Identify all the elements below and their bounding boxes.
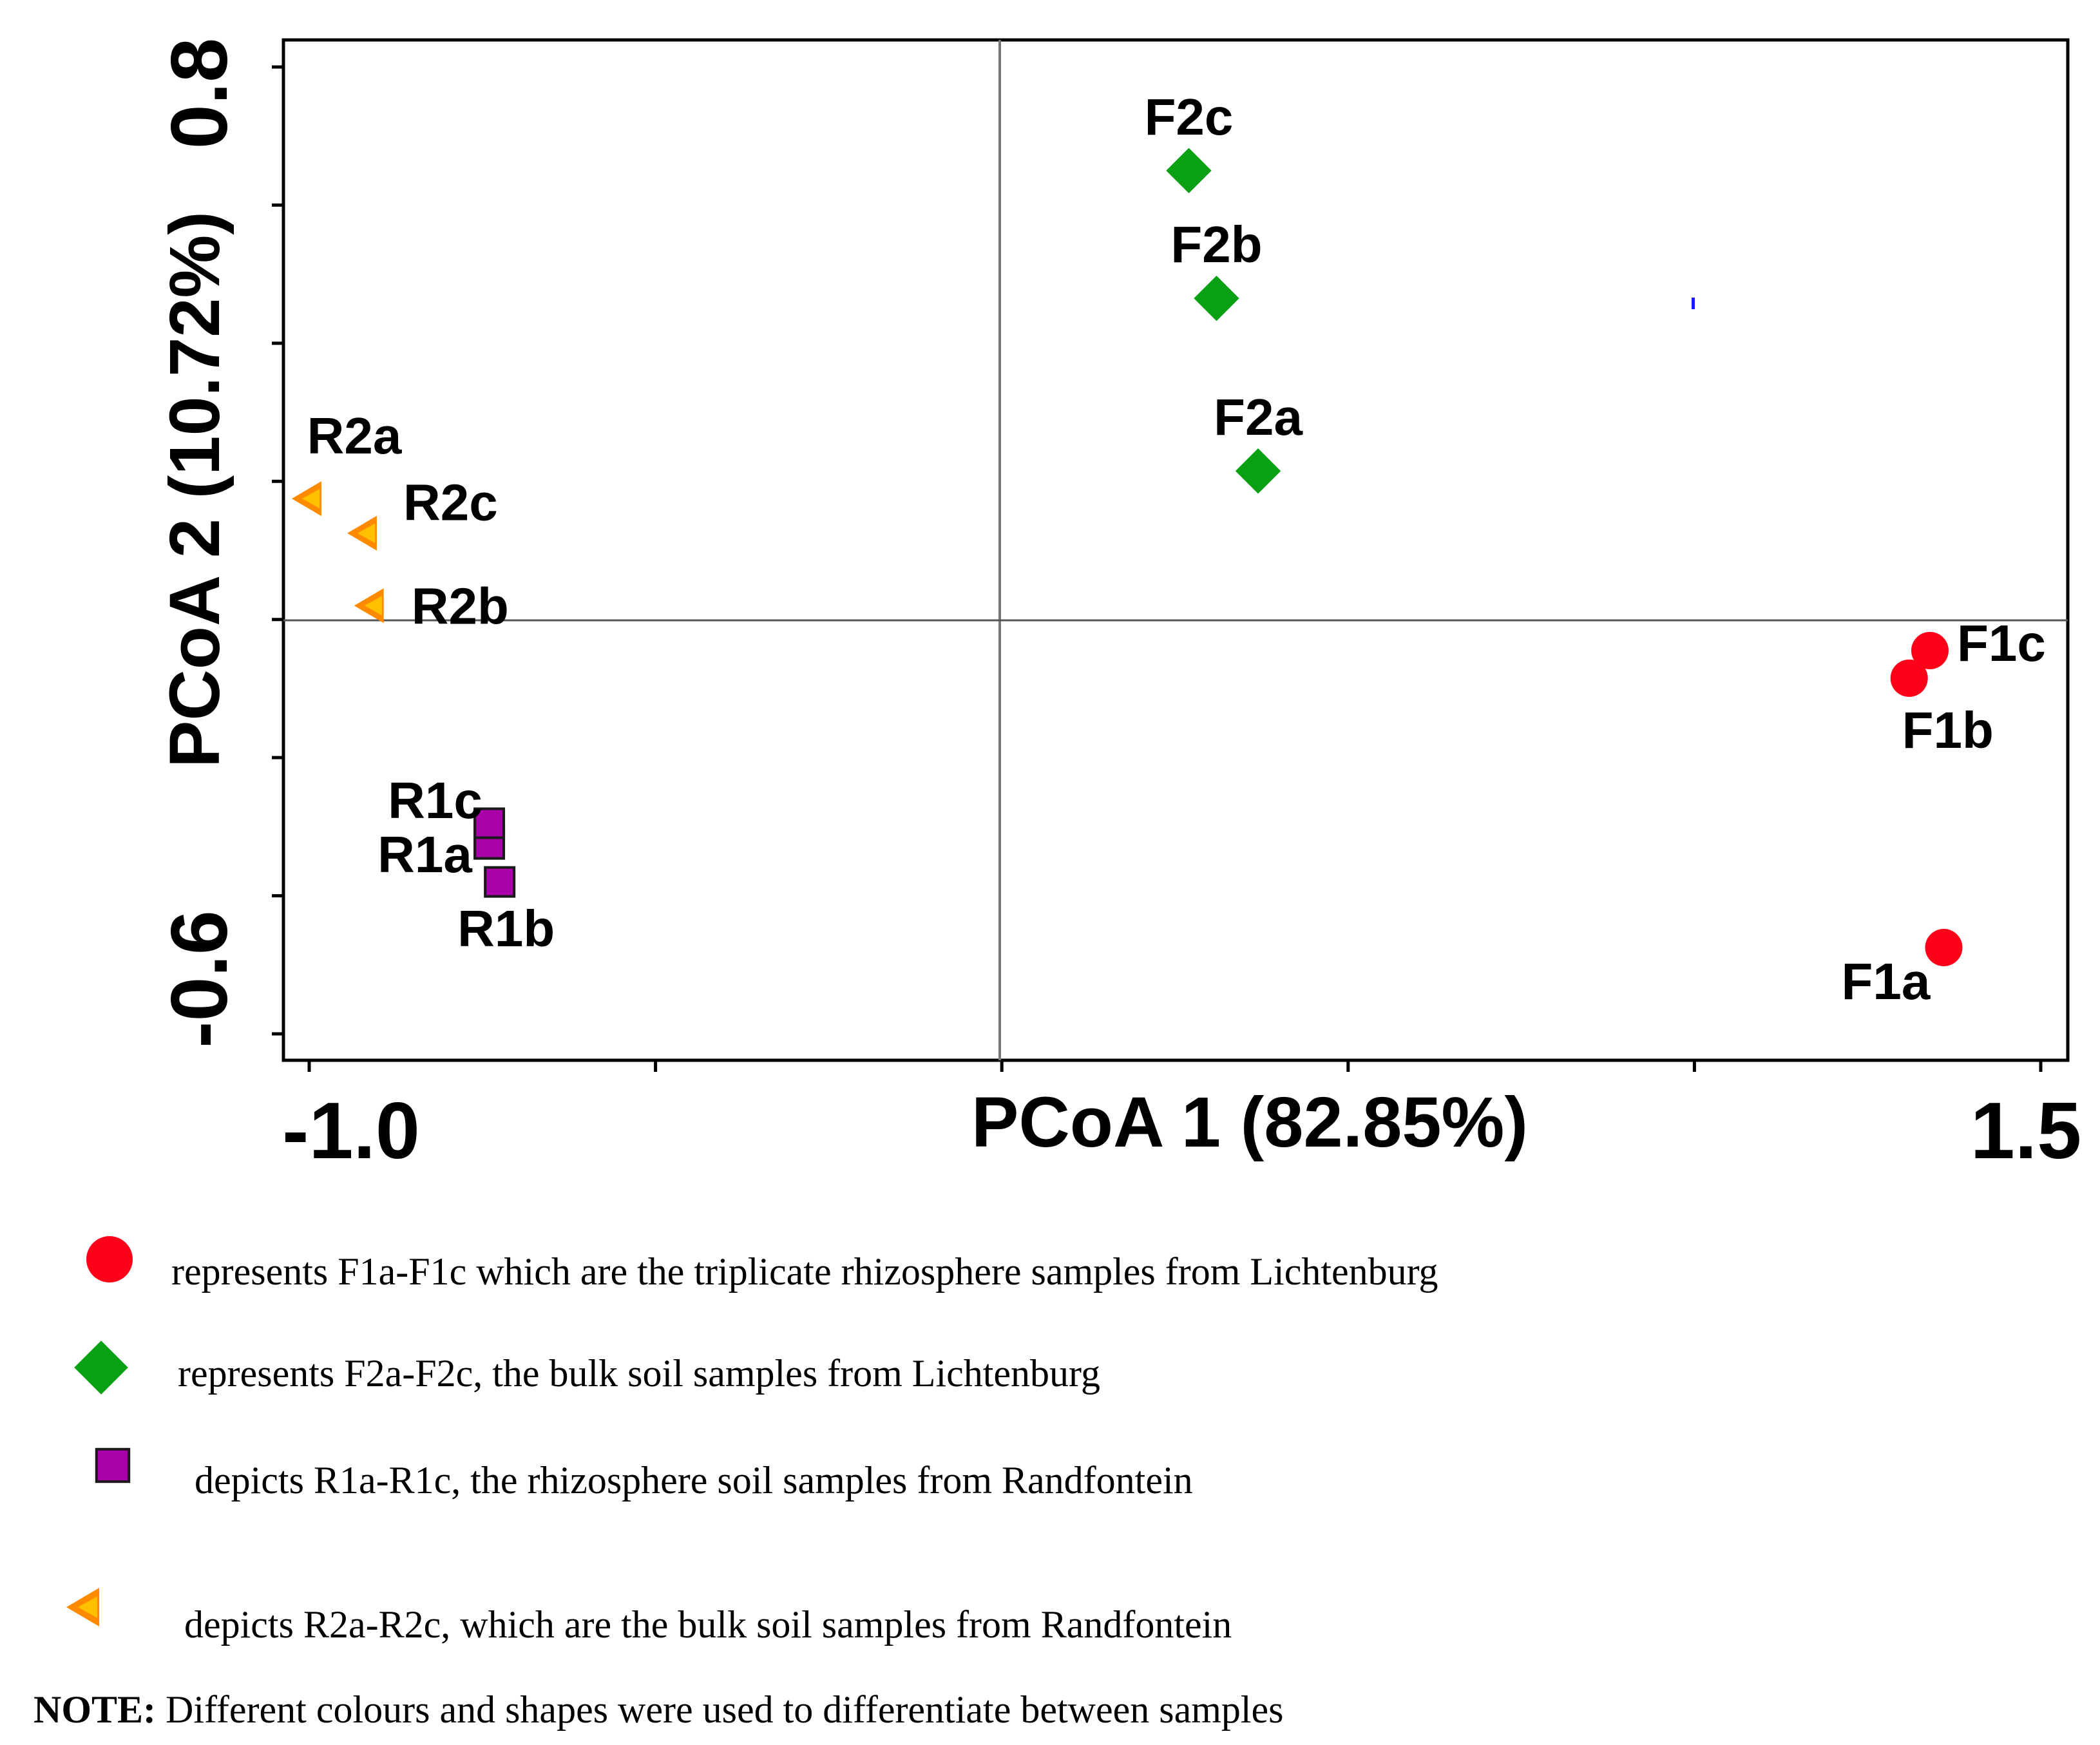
label-r2b: R2b	[412, 577, 509, 634]
label-r1b: R1b	[457, 900, 555, 957]
label-f1a: F1a	[1842, 953, 1931, 1010]
point-f1b	[1890, 659, 1928, 697]
point-r1c	[473, 807, 506, 839]
point-f2a	[1235, 448, 1281, 494]
legend-marker-triangle-left-inner	[78, 1596, 97, 1618]
legend-diamond-icon	[72, 1339, 130, 1400]
pcoa-scatter-chart: -1.0 1.5 0.8 -0.6 PCoA 1 (82.85%) PCoA 2…	[155, 38, 2081, 1176]
legend-square-icon	[84, 1436, 142, 1498]
legend-marker-diamond	[74, 1340, 128, 1395]
point-r2b-inner	[364, 596, 382, 616]
plot-frame	[282, 38, 2070, 1062]
point-f2c	[1166, 148, 1212, 194]
point-f2b	[1194, 275, 1239, 321]
legend-marker-svg	[95, 1447, 131, 1483]
label-f1c: F1c	[1957, 615, 2046, 672]
point-f1a	[1925, 928, 1963, 966]
label-r2a: R2a	[307, 407, 402, 464]
y-axis-title: PCoA 2 (10.72%)	[155, 211, 234, 768]
label-f2b: F2b	[1170, 216, 1262, 273]
legend-triangle-left-icon	[57, 1578, 115, 1639]
point-f1c	[1911, 631, 1949, 669]
label-r1c: R1c	[388, 772, 482, 829]
note-label: NOTE:	[33, 1688, 157, 1731]
legend-item-f1: represents F1a-F1c which are the triplic…	[171, 1250, 1438, 1293]
stray-mark	[1692, 298, 1695, 309]
legend-item-f2: represents F2a-F2c, the bulk soil sample…	[178, 1352, 1100, 1395]
legend-marker-svg	[66, 1588, 99, 1626]
label-r2c: R2c	[403, 474, 498, 531]
legend-item-r1: depicts R1a-R1c, the rhizosphere soil sa…	[195, 1459, 1193, 1502]
legend-marker-square	[95, 1447, 131, 1483]
y-tick-label-min: -0.6	[155, 910, 244, 1048]
legend-marker-svg	[86, 1236, 133, 1283]
legend: represents F1a-F1c which are the triplic…	[0, 1198, 2100, 1745]
legend-marker-svg	[74, 1340, 128, 1395]
data-points	[292, 148, 1963, 966]
legend-circle-icon	[81, 1230, 138, 1292]
label-r1a: R1a	[377, 826, 472, 883]
legend-marker-circle	[86, 1236, 133, 1283]
label-f2a: F2a	[1214, 388, 1303, 446]
legend-note: NOTE: Different colours and shapes were …	[33, 1688, 1284, 1732]
label-f1b: F1b	[1902, 701, 1994, 759]
x-axis-title: PCoA 1 (82.85%)	[971, 1083, 1528, 1162]
legend-item-r2: depicts R2a-R2c, which are the bulk soil…	[184, 1603, 1232, 1646]
x-tick-label-min: -1.0	[282, 1087, 420, 1176]
label-f2c: F2c	[1145, 88, 1234, 146]
point-r2c-inner	[358, 523, 376, 543]
point-r1b	[484, 866, 516, 898]
point-labels: F1a F1b F1c F2a F2b F2c R1a R1b R1c R2a R2b R2c	[307, 88, 2046, 1010]
y-tick-label-max: 0.8	[155, 38, 244, 149]
x-tick-label-max: 1.5	[1971, 1087, 2081, 1176]
point-r2a-inner	[302, 488, 320, 509]
axis-ticks	[272, 65, 2043, 1072]
note-text: Different colours and shapes were used t…	[156, 1688, 1284, 1731]
